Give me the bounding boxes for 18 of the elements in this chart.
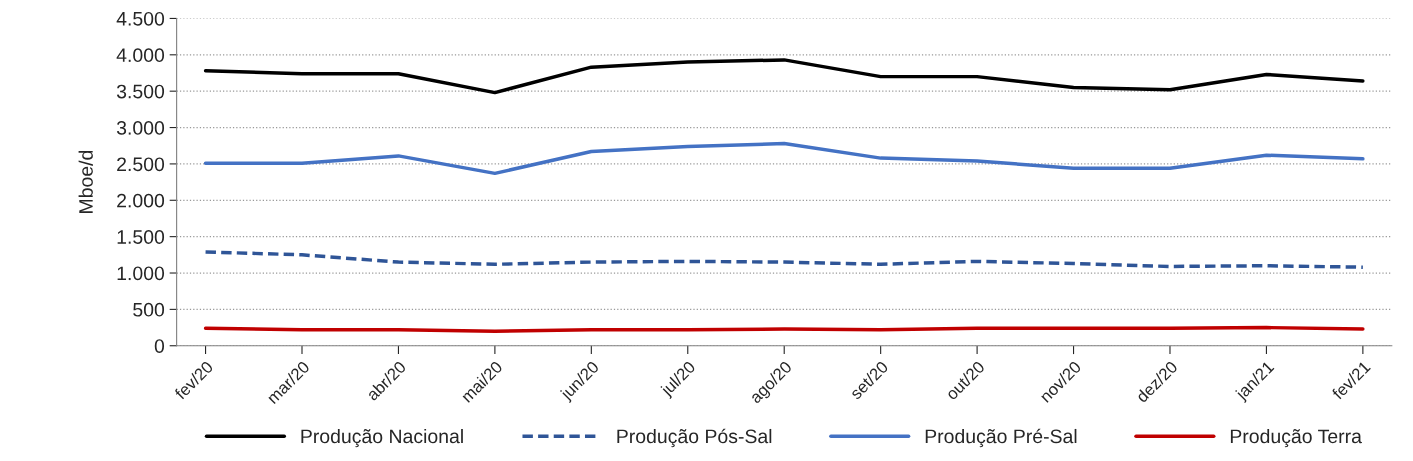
y-axis-title: Mboe/d xyxy=(78,150,93,213)
y-tick-label: 4.000 xyxy=(116,48,165,63)
y-tick-label: 2.000 xyxy=(117,193,165,208)
legend-label: Produção Pré-Sal xyxy=(925,428,1077,448)
legend-label: Produção Terra xyxy=(1230,428,1362,448)
y-tick-label: 0 xyxy=(154,339,165,353)
legend-label: Produção Nacional xyxy=(301,428,463,448)
legend-label: Produção Pós-Sal xyxy=(617,428,772,448)
y-tick-label: 1.500 xyxy=(117,230,165,244)
y-tick-label: 500 xyxy=(133,302,165,317)
y-tick-label: 2.500 xyxy=(117,157,165,172)
y-tick-label: 4.500 xyxy=(116,11,165,26)
y-tick-label: 3.500 xyxy=(116,84,165,99)
line-series xyxy=(203,141,1365,176)
line-series xyxy=(203,58,1365,95)
y-tick-label: 3.000 xyxy=(116,121,165,135)
y-tick-label: 1.000 xyxy=(117,266,165,281)
line-series xyxy=(203,250,1365,269)
